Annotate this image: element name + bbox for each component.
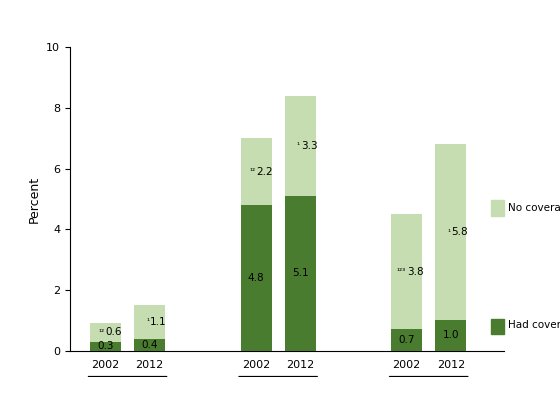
Text: ¹²: ¹² xyxy=(249,167,255,176)
Text: 2.2: 2.2 xyxy=(256,167,273,177)
Bar xyxy=(134,338,165,351)
Text: 0.6: 0.6 xyxy=(106,327,123,337)
FancyBboxPatch shape xyxy=(491,319,504,334)
Text: ¹: ¹ xyxy=(146,317,150,326)
Bar xyxy=(435,144,466,320)
Text: 0.3: 0.3 xyxy=(97,341,114,351)
Text: 5.8: 5.8 xyxy=(451,227,468,237)
FancyBboxPatch shape xyxy=(491,201,504,216)
Bar xyxy=(285,196,316,351)
Bar xyxy=(240,205,272,351)
Bar xyxy=(285,96,316,196)
Bar xyxy=(435,320,466,351)
Text: 3.8: 3.8 xyxy=(407,267,423,277)
Text: ¹²³: ¹²³ xyxy=(397,267,406,276)
Text: 4.8: 4.8 xyxy=(248,273,264,283)
Bar xyxy=(90,342,121,351)
Y-axis label: Percent: Percent xyxy=(28,175,41,223)
Text: 1.1: 1.1 xyxy=(150,317,167,327)
Text: 0.4: 0.4 xyxy=(142,340,158,349)
Text: 3.3: 3.3 xyxy=(301,141,318,151)
Bar xyxy=(391,214,422,329)
Text: Had coverage: Had coverage xyxy=(508,320,560,330)
Bar xyxy=(240,138,272,205)
Bar xyxy=(391,329,422,351)
Bar xyxy=(90,323,121,342)
Text: 0.7: 0.7 xyxy=(398,335,415,345)
Text: ¹: ¹ xyxy=(447,228,450,237)
Text: 1.0: 1.0 xyxy=(442,331,459,340)
Text: ¹²: ¹² xyxy=(99,328,105,337)
Text: ¹: ¹ xyxy=(297,141,300,151)
Bar xyxy=(134,305,165,338)
Text: 5.1: 5.1 xyxy=(292,268,309,278)
Text: No coverage: No coverage xyxy=(508,203,560,213)
